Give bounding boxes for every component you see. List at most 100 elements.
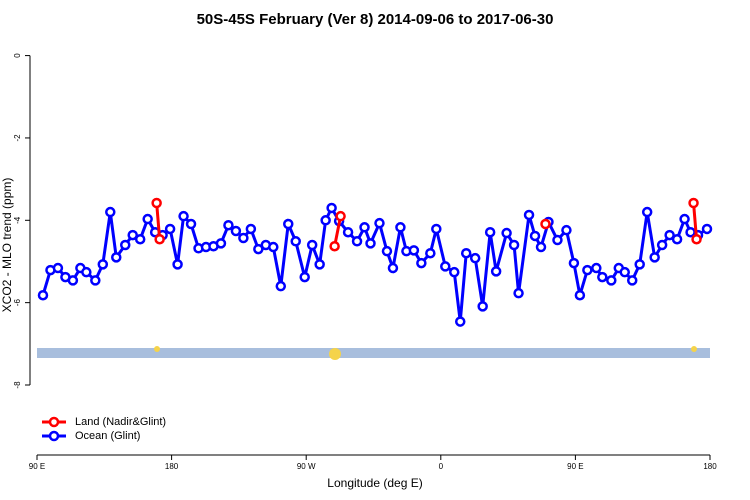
legend-marker — [48, 430, 60, 442]
data-point — [119, 239, 131, 251]
data-point — [701, 223, 713, 235]
data-point — [306, 239, 318, 251]
data-point — [164, 223, 176, 235]
data-point — [679, 213, 690, 225]
data-point — [460, 247, 472, 259]
data-point — [111, 252, 122, 263]
data-point — [230, 225, 242, 237]
data-point — [431, 223, 442, 235]
data-point — [314, 259, 325, 270]
data-point — [134, 233, 146, 245]
x-tick-label: 90 W — [297, 462, 316, 471]
data-point — [454, 316, 466, 327]
data-point — [329, 240, 340, 252]
data-point — [568, 257, 580, 269]
data-point — [326, 202, 337, 214]
data-point — [67, 275, 79, 286]
data-point — [154, 233, 165, 245]
data-point — [508, 239, 520, 251]
data-point — [151, 197, 162, 209]
data-point — [634, 259, 645, 270]
data-point — [597, 271, 608, 283]
data-point — [469, 252, 481, 264]
data-point — [395, 222, 406, 233]
data-point — [561, 224, 572, 236]
chart-title: 50S-45S February (Ver 8) 2014-09-06 to 2… — [197, 11, 554, 28]
y-tick-label: -2 — [13, 134, 22, 142]
data-point — [381, 245, 393, 257]
data-point — [591, 262, 602, 274]
data-point — [490, 266, 502, 277]
data-point — [671, 233, 683, 245]
data-point — [52, 262, 64, 274]
data-point — [540, 218, 551, 230]
data-point — [523, 209, 535, 221]
x-tick-label: 90 E — [567, 462, 583, 471]
data-point — [351, 236, 363, 247]
data-point — [127, 229, 138, 241]
data-point — [440, 261, 451, 272]
data-point — [582, 264, 593, 276]
data-point — [484, 226, 496, 238]
data-point — [574, 289, 586, 301]
data-point — [649, 252, 660, 263]
data-point — [416, 257, 427, 269]
data-point — [81, 266, 92, 278]
data-point — [245, 223, 257, 235]
data-point — [290, 236, 301, 247]
data-point — [425, 247, 436, 259]
legend-marker — [48, 416, 60, 428]
data-point — [606, 275, 617, 286]
data-point — [626, 275, 638, 286]
data-point — [513, 287, 524, 299]
data-point — [215, 238, 227, 249]
data-point — [268, 241, 279, 253]
data-point — [105, 206, 116, 218]
data-point — [342, 226, 354, 238]
band-marker — [329, 348, 341, 360]
series-line — [155, 202, 162, 240]
data-point — [37, 289, 49, 301]
data-point — [335, 210, 346, 222]
x-tick-label: 180 — [703, 462, 717, 471]
data-point — [619, 266, 631, 278]
data-point — [275, 280, 287, 292]
data-point — [320, 215, 331, 226]
surface-band — [37, 348, 710, 358]
series-line — [692, 202, 699, 240]
legend-label: Ocean (Glint) — [75, 430, 140, 442]
data-point — [142, 213, 153, 225]
data-point — [535, 241, 547, 253]
data-point — [641, 206, 653, 218]
data-point — [656, 239, 668, 251]
data-point — [185, 218, 197, 230]
legend-label: Land (Nadir&Glint) — [75, 416, 166, 428]
data-point — [374, 217, 385, 229]
data-point — [238, 232, 249, 244]
data-point — [449, 266, 460, 278]
data-point — [283, 218, 294, 230]
data-point — [178, 210, 189, 222]
data-point — [501, 227, 512, 239]
band-marker — [691, 346, 697, 352]
y-tick-label: 0 — [13, 53, 22, 58]
data-point — [664, 229, 675, 241]
data-point — [299, 271, 310, 283]
x-axis-label: Longitude (deg E) — [327, 476, 422, 490]
y-tick-label: -8 — [13, 381, 22, 389]
data-point — [90, 275, 101, 286]
band-marker — [154, 346, 160, 352]
y-axis-label: XCO2 - MLO trend (ppm) — [0, 178, 14, 313]
data-point — [529, 230, 541, 242]
data-point — [688, 197, 699, 209]
y-tick-label: -6 — [13, 299, 22, 307]
data-point — [97, 259, 109, 270]
data-point — [477, 301, 488, 312]
x-tick-label: 90 E — [29, 462, 45, 471]
data-point — [691, 233, 702, 245]
data-point — [359, 222, 370, 233]
data-point — [223, 219, 234, 231]
x-tick-label: 0 — [439, 462, 444, 471]
data-point — [387, 262, 399, 274]
